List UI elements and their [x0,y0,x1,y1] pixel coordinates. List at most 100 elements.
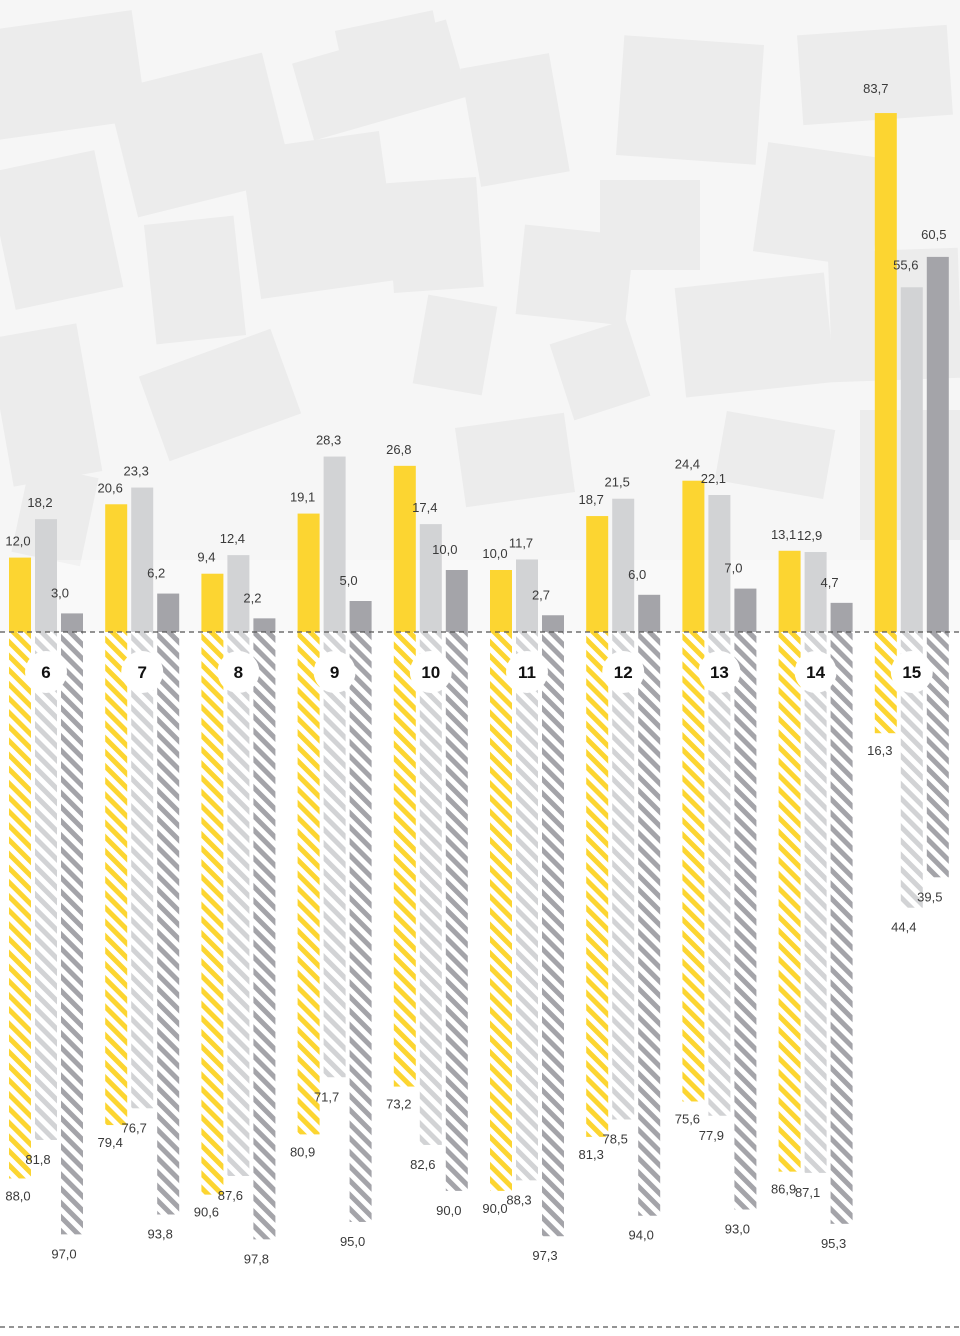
value-label-up-s3-c8: 2,2 [243,590,261,605]
bar-up-s3-c14 [830,602,853,632]
category-badge-8 [217,651,260,693]
bar-down-s1-c13 [682,632,705,1102]
category-label-7: 7 [137,663,146,682]
bar-up-s1-c14 [778,550,801,632]
map-block [0,150,124,310]
map-block [11,463,99,567]
map-block [143,215,247,345]
category-label-13: 13 [710,663,729,682]
value-label-down-s1-c14: 86,9 [771,1182,796,1197]
bar-up-s2-c10 [419,524,442,632]
map-background [0,0,960,632]
map-block [549,319,651,421]
bar-up-s2-c8 [227,555,250,632]
bar-up-s1-c10 [393,465,416,632]
category-label-9: 9 [330,663,339,682]
value-label-down-s3-c6: 97,0 [51,1246,76,1261]
bar-up-s2-c9 [323,456,346,632]
value-label-down-s1-c7: 79,4 [98,1135,123,1150]
value-label-up-s3-c15: 60,5 [921,227,946,242]
bar-down-s2-c13 [708,632,731,1116]
bar-down-s1-c9 [297,632,320,1135]
value-label-up-s3-c10: 10,0 [432,542,457,557]
bar-down-s1-c10 [393,632,416,1087]
bar-down-s2-c15 [900,632,923,908]
value-label-up-s2-c12: 21,5 [605,475,630,490]
value-label-down-s2-c11: 88,3 [506,1192,531,1207]
bar-down-s3-c7 [157,632,180,1215]
value-label-down-s3-c12: 94,0 [629,1228,654,1243]
category-badge-15 [890,651,933,693]
value-label-up-s3-c11: 2,7 [532,587,550,602]
category-badge-11 [506,651,548,693]
value-label-down-s1-c6: 88,0 [5,1188,30,1203]
value-label-down-s3-c11: 97,3 [532,1248,557,1263]
value-label-down-s2-c7: 76,7 [122,1120,147,1135]
bar-down-s3-c15 [926,632,949,878]
value-label-up-s2-c7: 23,3 [124,464,149,479]
bar-down-s1-c6 [9,632,31,1179]
value-label-up-s2-c15: 55,6 [893,257,918,272]
category-badge-7 [121,651,164,693]
bar-up-s1-c13 [682,480,705,632]
value-label-up-s2-c9: 28,3 [316,433,341,448]
bars-layer [0,113,960,1328]
value-label-down-s2-c15: 44,4 [891,920,916,935]
map-block [240,130,400,300]
bar-down-s2-c7 [131,632,154,1109]
value-label-up-s1-c11: 10,0 [482,546,507,561]
bar-down-s2-c14 [804,632,827,1173]
map-block [454,412,576,508]
value-label-up-s1-c15: 83,7 [863,81,888,96]
value-label-down-s3-c8: 97,8 [244,1251,269,1266]
category-label-8: 8 [234,663,243,682]
value-label-up-s2-c8: 12,4 [220,531,245,546]
bar-down-s3-c12 [638,632,661,1216]
map-block [138,328,302,462]
bar-up-s2-c11 [516,559,538,632]
bar-up-s3-c8 [253,618,276,632]
bar-down-s2-c8 [227,632,250,1176]
category-label-10: 10 [421,663,440,682]
category-label-6: 6 [41,663,50,682]
value-label-down-s3-c10: 90,0 [436,1203,461,1218]
bar-down-s3-c9 [349,632,372,1222]
map-block [797,24,953,126]
bar-down-s1-c15 [874,632,897,734]
value-label-up-s3-c12: 6,0 [628,567,646,582]
value-label-down-s3-c13: 93,0 [725,1222,750,1237]
map-block [600,180,700,270]
value-label-up-s2-c11: 11,7 [509,535,533,550]
bar-down-s1-c8 [201,632,224,1195]
bar-down-s3-c14 [830,632,853,1224]
map-block [0,323,103,487]
bar-up-s2-c12 [612,498,635,632]
bar-down-s2-c6 [35,632,57,1140]
category-label-14: 14 [806,663,825,682]
bar-up-s1-c11 [490,570,512,632]
category-label-12: 12 [614,663,633,682]
value-label-down-s3-c15: 39,5 [917,889,942,904]
value-label-up-s2-c14: 12,9 [797,528,822,543]
bar-down-s2-c10 [419,632,442,1145]
value-label-down-s2-c8: 87,6 [218,1188,243,1203]
bar-up-s2-c14 [804,552,827,632]
bar-down-s1-c14 [778,632,801,1172]
category-badge-6 [25,651,67,693]
bar-up-s3-c12 [638,594,661,632]
value-label-down-s2-c10: 82,6 [410,1157,435,1172]
map-block [752,142,888,268]
map-block [460,53,570,187]
bar-up-s3-c15 [926,256,949,632]
bar-up-s3-c13 [734,588,757,632]
value-label-down-s1-c12: 81,3 [579,1147,604,1162]
bar-down-s2-c12 [612,632,635,1120]
bar-down-s3-c13 [734,632,757,1210]
labels-layer: 6 7 8 9 10 11 12 13 14 15 12,0 88,0 18,2 81,8 3,0 97,0 2… [5,81,946,1266]
bar-up-s1-c12 [586,516,609,632]
value-label-up-s3-c14: 4,7 [821,575,839,590]
map-block [386,176,484,294]
value-label-up-s1-c6: 12,0 [5,534,30,549]
